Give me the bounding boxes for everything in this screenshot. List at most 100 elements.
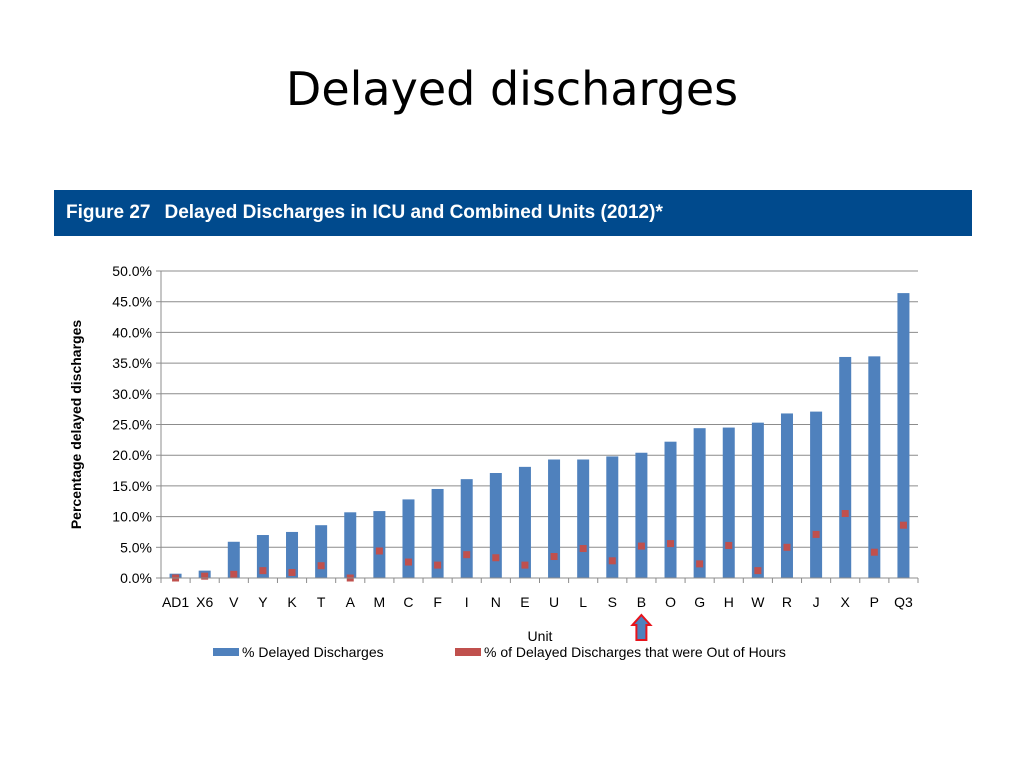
- bar: [722, 427, 735, 578]
- y-tick-label: 10.0%: [112, 509, 152, 525]
- x-tick-label: U: [549, 594, 559, 610]
- bar: [577, 459, 590, 578]
- marker-point: [201, 572, 209, 580]
- x-tick-label: AD1: [162, 594, 189, 610]
- x-tick-label: Q3: [894, 594, 913, 610]
- y-tick-label: 15.0%: [112, 478, 152, 494]
- bar: [751, 422, 764, 578]
- x-tick-label: P: [870, 594, 879, 610]
- x-tick-label: V: [229, 594, 239, 610]
- y-tick-label: 35.0%: [112, 355, 152, 371]
- y-tick-label: 5.0%: [120, 539, 152, 555]
- bar: [635, 452, 648, 578]
- x-tick-label: A: [346, 594, 356, 610]
- x-tick-label: E: [520, 594, 529, 610]
- x-tick-label: N: [491, 594, 501, 610]
- figure-number: Figure 27: [66, 202, 151, 223]
- marker-point: [404, 558, 412, 566]
- bar: [431, 488, 444, 578]
- bar: [868, 356, 881, 578]
- y-tick-label: 30.0%: [112, 386, 152, 402]
- marker-point: [550, 553, 558, 561]
- legend-item-delayed: % Delayed Discharges: [213, 644, 384, 660]
- x-tick-label: M: [374, 594, 386, 610]
- marker-point: [608, 557, 616, 565]
- marker-point: [899, 521, 907, 529]
- marker-point: [521, 561, 529, 569]
- marker-point: [725, 541, 733, 549]
- marker-point: [375, 547, 383, 555]
- marker-point: [463, 551, 471, 559]
- x-tick-label: B: [637, 594, 646, 610]
- marker-point: [579, 545, 587, 553]
- x-tick-label: F: [433, 594, 442, 610]
- bar: [315, 525, 328, 578]
- y-tick-label: 40.0%: [112, 324, 152, 340]
- x-tick-label: R: [782, 594, 792, 610]
- bar: [460, 479, 473, 578]
- x-tick-label: W: [751, 594, 765, 610]
- chart-legend: % Delayed Discharges % of Delayed Discha…: [0, 644, 1024, 664]
- marker-point: [317, 562, 325, 570]
- bar: [897, 293, 910, 578]
- y-axis-ticks: 0.0% 5.0% 10.0% 15.0% 20.0% 25.0% 30.0% 35.0% 40…: [112, 263, 161, 586]
- bar: [344, 512, 357, 578]
- figure-title: Delayed Discharges in ICU and Combined U…: [164, 202, 663, 223]
- bar: [810, 411, 823, 578]
- slide-title: Delayed discharges: [285, 62, 739, 116]
- legend-swatch-bar: [213, 648, 239, 656]
- legend-label-out-of-hours: % of Delayed Discharges that were Out of…: [484, 644, 786, 660]
- marker-point: [434, 561, 442, 569]
- x-tick-label: L: [579, 594, 587, 610]
- bar: [780, 413, 793, 578]
- x-tick-label: H: [724, 594, 734, 610]
- x-tick-label: S: [608, 594, 617, 610]
- bar: [548, 459, 561, 578]
- x-tick-label: J: [813, 594, 820, 610]
- x-tick-label: X: [841, 594, 851, 610]
- y-tick-label: 45.0%: [112, 294, 152, 310]
- bar: [489, 473, 502, 578]
- bar: [518, 466, 531, 578]
- legend-label-delayed: % Delayed Discharges: [242, 644, 384, 660]
- highlight-arrow-icon: [630, 613, 653, 641]
- marker-point: [696, 560, 704, 568]
- x-tick-label: K: [287, 594, 297, 610]
- x-tick-label: O: [665, 594, 676, 610]
- x-tick-label: G: [694, 594, 705, 610]
- marker-point: [783, 543, 791, 551]
- bar: [606, 456, 619, 578]
- bar: [373, 511, 386, 578]
- bar-series: [169, 293, 910, 578]
- x-tick-label: Y: [258, 594, 268, 610]
- legend-item-out-of-hours: % of Delayed Discharges that were Out of…: [455, 644, 786, 660]
- marker-point: [812, 530, 820, 538]
- y-tick-label: 50.0%: [112, 263, 152, 279]
- y-axis-title: Percentage delayed discharges: [68, 320, 84, 530]
- marker-series: [172, 510, 907, 582]
- chart-gridlines: [161, 270, 918, 548]
- marker-point: [667, 540, 675, 548]
- marker-point: [841, 510, 849, 518]
- bar: [286, 531, 299, 578]
- y-tick-label: 0.0%: [120, 570, 152, 586]
- figure-banner: Figure 27 Delayed Discharges in ICU and …: [54, 190, 972, 236]
- marker-point: [288, 568, 296, 576]
- x-tick-label: T: [317, 594, 326, 610]
- bar: [693, 428, 706, 578]
- bar: [402, 499, 415, 578]
- x-axis-ticks: AD1 X6 V Y K T A M C F I N E U L S B O G H W R J X P Q3: [160, 578, 919, 610]
- bar: [839, 356, 852, 578]
- arrow-up-icon: [630, 613, 653, 641]
- y-tick-label: 25.0%: [112, 417, 152, 433]
- y-tick-label: 20.0%: [112, 447, 152, 463]
- marker-point: [870, 548, 878, 556]
- x-axis-title: Unit: [528, 628, 553, 644]
- x-tick-label: C: [403, 594, 413, 610]
- marker-point: [637, 542, 645, 550]
- marker-point: [754, 567, 762, 575]
- bar: [227, 541, 240, 578]
- legend-swatch-marker: [455, 648, 481, 656]
- marker-point: [230, 570, 238, 578]
